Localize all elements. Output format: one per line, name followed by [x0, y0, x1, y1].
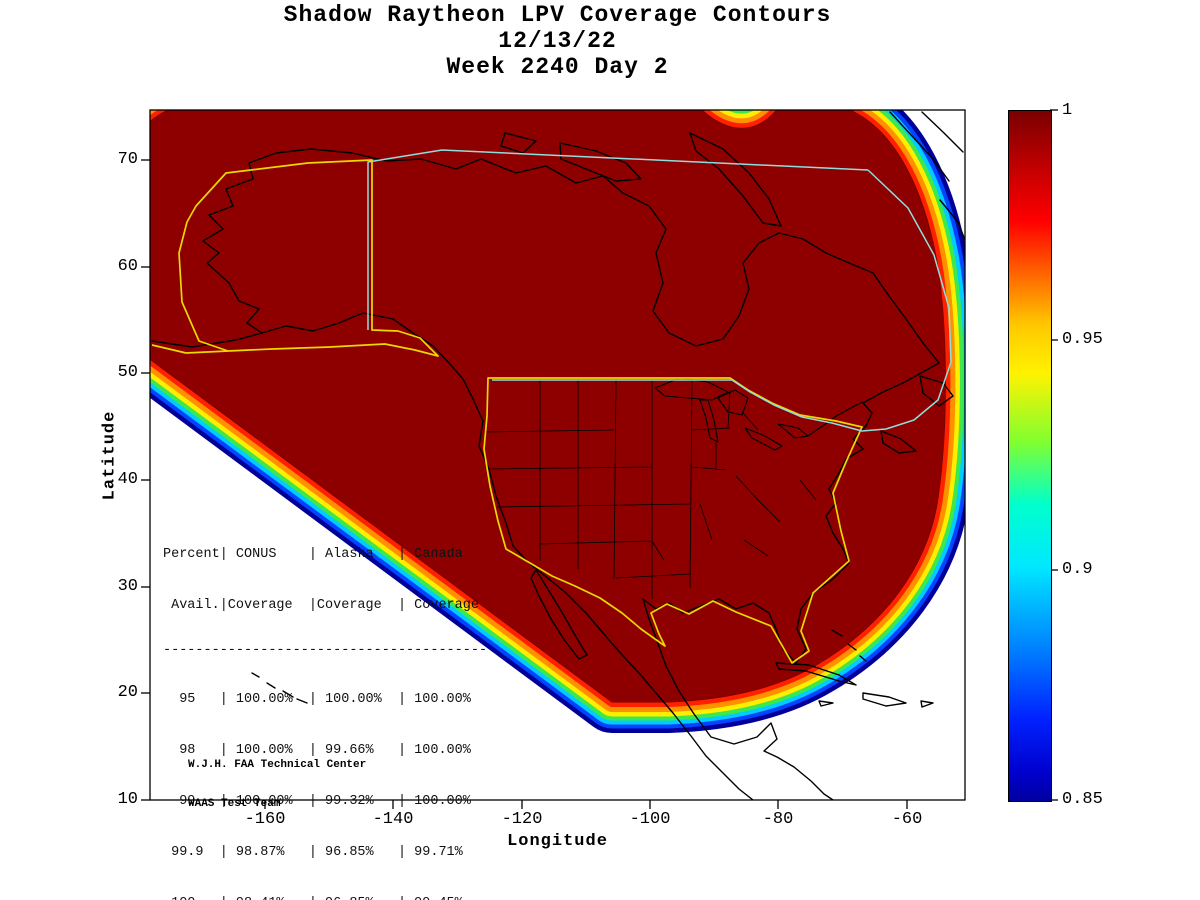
table-header-row-1: Percent| CONUS | Alaska | Canada: [163, 547, 463, 562]
coastline-baja: [530, 569, 588, 660]
coastline-newfoundland-novascotia: [880, 375, 954, 454]
plot-frame: [149, 109, 966, 801]
colorbar: [1008, 110, 1052, 802]
availability-table: Percent| CONUS | Alaska | Canada Avail.|…: [163, 514, 487, 900]
table-row-100: 100 | 98.41% | 96.85% | 99.45%: [163, 893, 487, 900]
y-tick-60: 60: [117, 257, 138, 276]
colorbar-tick-095: 0.95: [1062, 330, 1103, 349]
coastline-atlantic-gulf: [642, 362, 940, 800]
y-tick-50: 50: [117, 363, 138, 382]
coastline-hawaii: [251, 672, 308, 704]
table-row-99: 99 | 100.00% | 99.32% | 100.00%: [163, 794, 471, 809]
y-tick-30: 30: [117, 577, 138, 596]
y-tick-20: 20: [117, 683, 138, 702]
y-axis-ticks: [141, 159, 150, 801]
chart-week-day: Week 2240 Day 2: [446, 54, 669, 80]
table-header-row-2: Avail.|Coverage |Coverage | Coverage: [163, 598, 479, 613]
alaska-outline: [151, 159, 439, 357]
x-tick-m140: -140: [372, 810, 414, 829]
conus-outline: [483, 377, 863, 664]
coastline-greenland-corner: [889, 111, 965, 241]
coastline-pacific: [261, 312, 754, 800]
table-separator: ----------------------------------------: [163, 643, 488, 658]
x-tick-m100: -100: [629, 810, 671, 829]
x-tick-m120: -120: [501, 810, 543, 829]
canada-boundary-line: [367, 149, 952, 432]
chart-title: Shadow Raytheon LPV Coverage Contours: [283, 2, 832, 28]
colorbar-tick-1: 1: [1062, 101, 1073, 120]
great-lakes: [654, 377, 863, 451]
us-state-borders: [483, 378, 817, 599]
chart-date: 12/13/22: [498, 28, 617, 54]
credit-line-2: WAAS Test Team: [188, 798, 281, 810]
y-tick-70: 70: [117, 150, 138, 169]
plot-area: [150, 110, 965, 800]
colorbar-tick-09: 0.9: [1062, 560, 1093, 579]
coastline-alaska-arctic-hudson: [151, 148, 940, 364]
coastline-caribbean: [775, 629, 934, 708]
table-row-98: 98 | 100.00% | 99.66% | 100.00%: [163, 743, 471, 758]
x-tick-m60: -60: [891, 810, 923, 829]
colorbar-tick-085: 0.85: [1062, 790, 1103, 809]
x-axis-label: Longitude: [507, 832, 608, 851]
credit-text: W.J.H. FAA Technical Center WAAS Test Te…: [188, 733, 366, 837]
x-axis-ticks: [264, 800, 908, 809]
y-tick-40: 40: [117, 470, 138, 489]
y-axis-label: Latitude: [100, 410, 120, 501]
x-tick-m160: -160: [244, 810, 286, 829]
coastline-arctic-islands: [500, 132, 782, 227]
x-tick-m80: -80: [762, 810, 794, 829]
credit-line-1: W.J.H. FAA Technical Center: [188, 759, 367, 771]
y-tick-10: 10: [117, 790, 138, 809]
table-row-95: 95 | 100.00% | 100.00% | 100.00%: [163, 692, 471, 707]
table-row-999: 99.9 | 98.87% | 96.85% | 99.71%: [163, 845, 463, 860]
